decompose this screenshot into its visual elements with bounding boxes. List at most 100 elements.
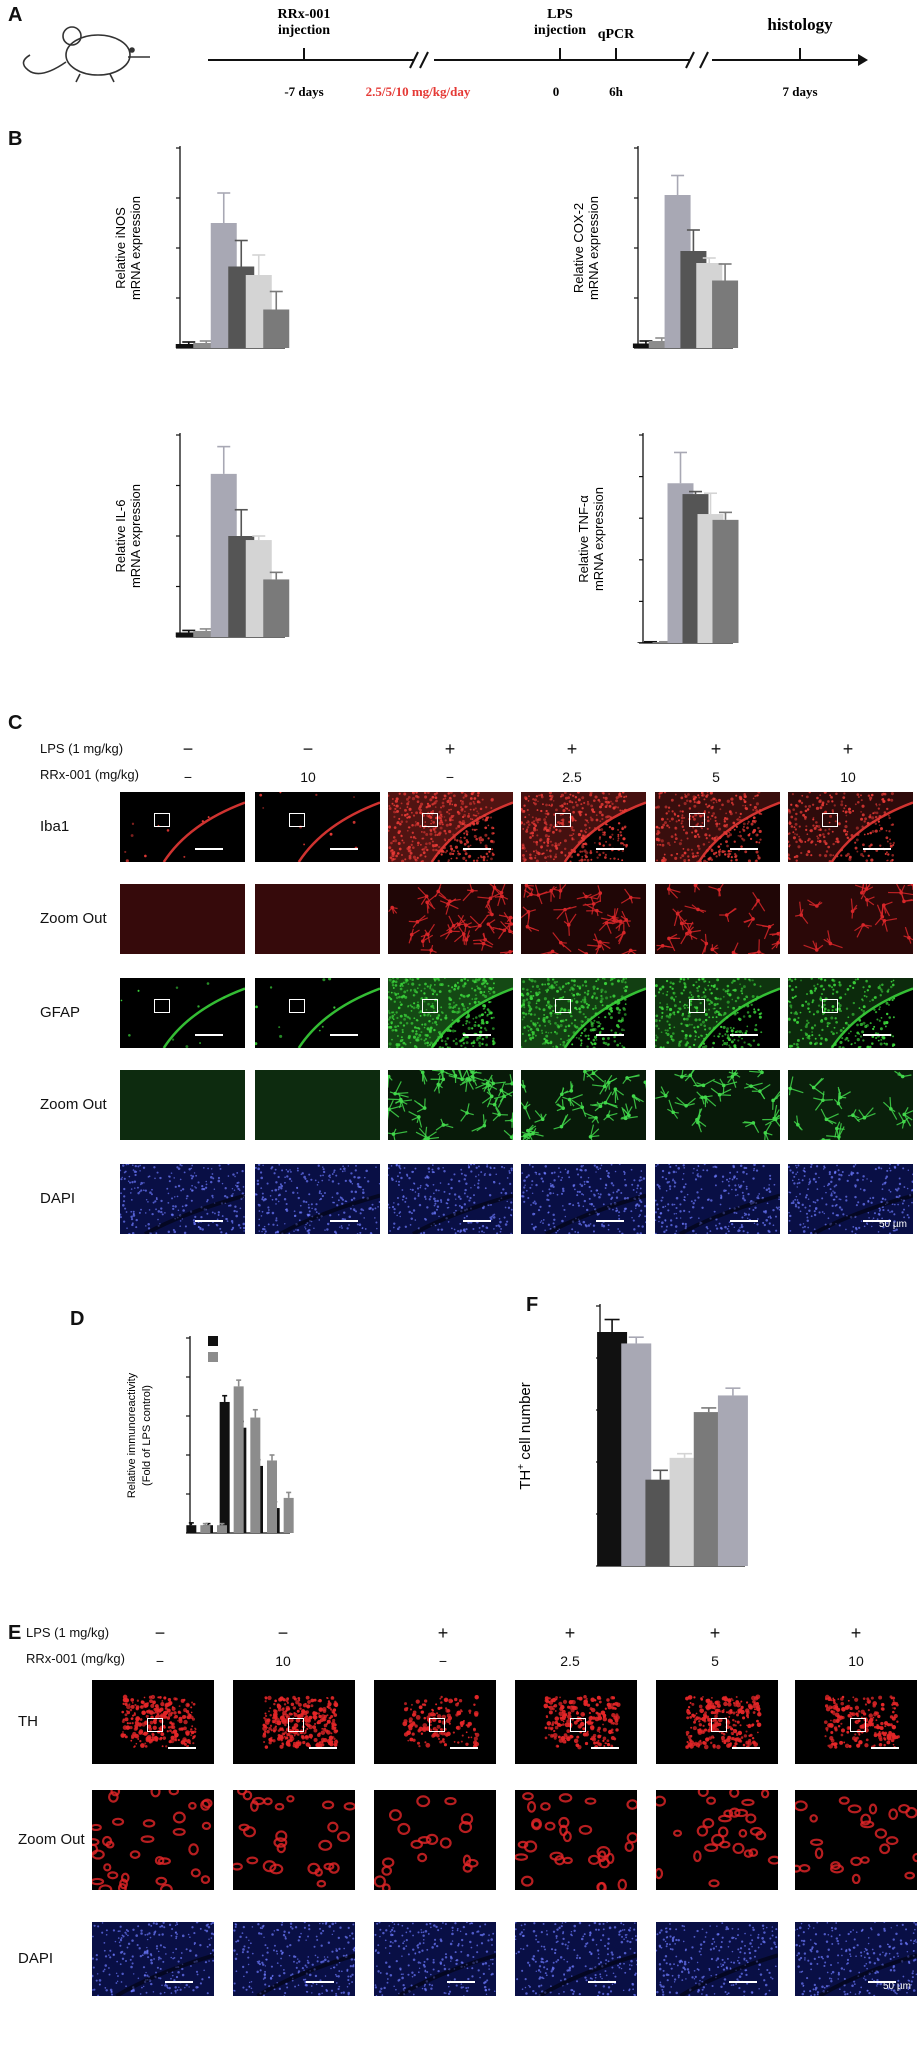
cell-dot (431, 795, 435, 799)
cell-dot (402, 1024, 406, 1027)
nucleus (322, 1168, 325, 1171)
cell-dot (735, 794, 738, 797)
nucleus (238, 1189, 241, 1191)
nucleus (183, 1171, 186, 1174)
cell-dot (410, 1010, 413, 1012)
cell-dot (526, 828, 528, 831)
cell-dot (863, 990, 866, 993)
background-haze (521, 1070, 646, 1140)
cell-body (760, 1070, 764, 1075)
bar (193, 630, 220, 637)
cell-body (821, 1098, 825, 1103)
cell-dot (431, 1022, 434, 1024)
cell-dot (550, 986, 554, 990)
nucleus (278, 1164, 281, 1166)
cell-dot (600, 988, 604, 992)
cell-dot (440, 853, 443, 856)
cell-process (408, 928, 420, 944)
cell-dot (546, 1039, 549, 1042)
cell-dot (680, 1039, 683, 1042)
cell-dot (601, 1037, 605, 1041)
tissue-edge (297, 801, 380, 862)
cell-process (425, 893, 438, 914)
nucleus (120, 1178, 123, 1181)
cell-dot (792, 808, 795, 811)
cell-dot (543, 997, 547, 1001)
cell-body (731, 950, 736, 954)
cell-dot (661, 985, 665, 989)
cell-dot (728, 1044, 731, 1047)
cell-process (439, 898, 459, 910)
cell-dot (555, 983, 558, 986)
nucleus (414, 1191, 417, 1193)
nucleus (392, 1226, 395, 1229)
nucleus (460, 1172, 463, 1175)
cell-dot (746, 1011, 750, 1014)
nucleus (277, 1194, 280, 1197)
nucleus (133, 1170, 137, 1173)
cell-dot (689, 991, 692, 994)
cell-dot (698, 796, 701, 799)
cell-branch (503, 951, 511, 954)
cell-dot (581, 796, 585, 800)
cell-dot (869, 796, 873, 800)
cell-dot (544, 856, 547, 859)
nucleus (417, 1194, 420, 1197)
cell-dot (420, 802, 424, 806)
cell-dot (532, 840, 535, 843)
cell-dot (677, 1043, 681, 1047)
cell-process (809, 1077, 825, 1096)
cell-dot (735, 825, 738, 828)
cell-dot (536, 821, 539, 824)
cell-dot (397, 842, 401, 845)
cell-dot (879, 988, 883, 991)
cell-dot (804, 1025, 808, 1029)
cell-dot (469, 844, 472, 847)
cell-dot (668, 1027, 671, 1030)
cell-dot (662, 1046, 665, 1048)
cell-dot (547, 1019, 551, 1023)
cell-dot (828, 821, 831, 824)
cell-dot (856, 793, 860, 796)
cell-dot (482, 855, 486, 859)
cell-dot (425, 806, 428, 809)
cell-dot (529, 853, 532, 856)
cell-dot (563, 847, 567, 851)
cell-dot (279, 792, 282, 794)
cell-dot (572, 979, 576, 983)
cell-dot (835, 1020, 838, 1024)
cell-dot (434, 806, 437, 808)
cell-dot (590, 1024, 594, 1028)
cell-dot (684, 795, 687, 798)
cell-dot (562, 1040, 566, 1044)
cell-dot (483, 814, 487, 818)
cell-dot (800, 801, 804, 805)
cell-dot (800, 979, 802, 982)
cell-dot (749, 803, 752, 807)
cell-dot (658, 795, 661, 798)
nucleus (284, 1181, 286, 1184)
cell-dot (549, 823, 553, 827)
cell-dot (805, 993, 809, 996)
cell-branch (424, 1131, 437, 1140)
cell-dot (413, 1045, 417, 1048)
cell-dot (587, 1034, 590, 1037)
background-haze (788, 1070, 913, 1140)
cell-dot (706, 819, 710, 823)
cell-dot (866, 821, 870, 825)
mouse-icon (22, 26, 150, 83)
cell-dot (491, 848, 494, 851)
cell-dot (730, 859, 733, 862)
cell-dot (571, 987, 575, 991)
cell-branch (591, 1084, 605, 1087)
cell-dot (821, 803, 825, 807)
scale-bar (596, 848, 624, 850)
cell-process (863, 895, 875, 907)
cell-dot (199, 1042, 201, 1044)
cell-dot (818, 853, 822, 857)
cell-dot (708, 834, 711, 837)
nucleus (337, 1182, 340, 1185)
cell-dot (817, 825, 821, 829)
cell-body (461, 932, 466, 936)
cell-process (710, 1087, 732, 1102)
